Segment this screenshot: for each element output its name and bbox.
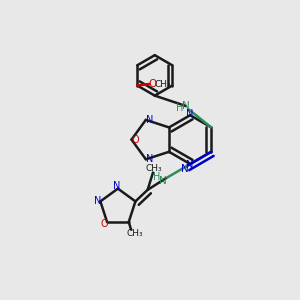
Text: N: N xyxy=(146,115,153,125)
Text: N: N xyxy=(181,164,189,174)
Text: CH₃: CH₃ xyxy=(145,164,162,172)
Text: N: N xyxy=(186,160,194,170)
Text: CH₃: CH₃ xyxy=(154,80,171,88)
Text: O: O xyxy=(148,79,156,89)
Text: H: H xyxy=(176,103,184,113)
Text: N: N xyxy=(186,109,194,119)
Text: N: N xyxy=(146,154,153,164)
Text: N: N xyxy=(113,181,120,191)
Text: CH₃: CH₃ xyxy=(126,230,143,238)
Text: O: O xyxy=(131,135,139,145)
Text: N: N xyxy=(159,176,167,186)
Text: H: H xyxy=(154,172,161,182)
Text: O: O xyxy=(101,219,109,230)
Text: N: N xyxy=(182,101,190,111)
Text: N: N xyxy=(94,196,101,206)
